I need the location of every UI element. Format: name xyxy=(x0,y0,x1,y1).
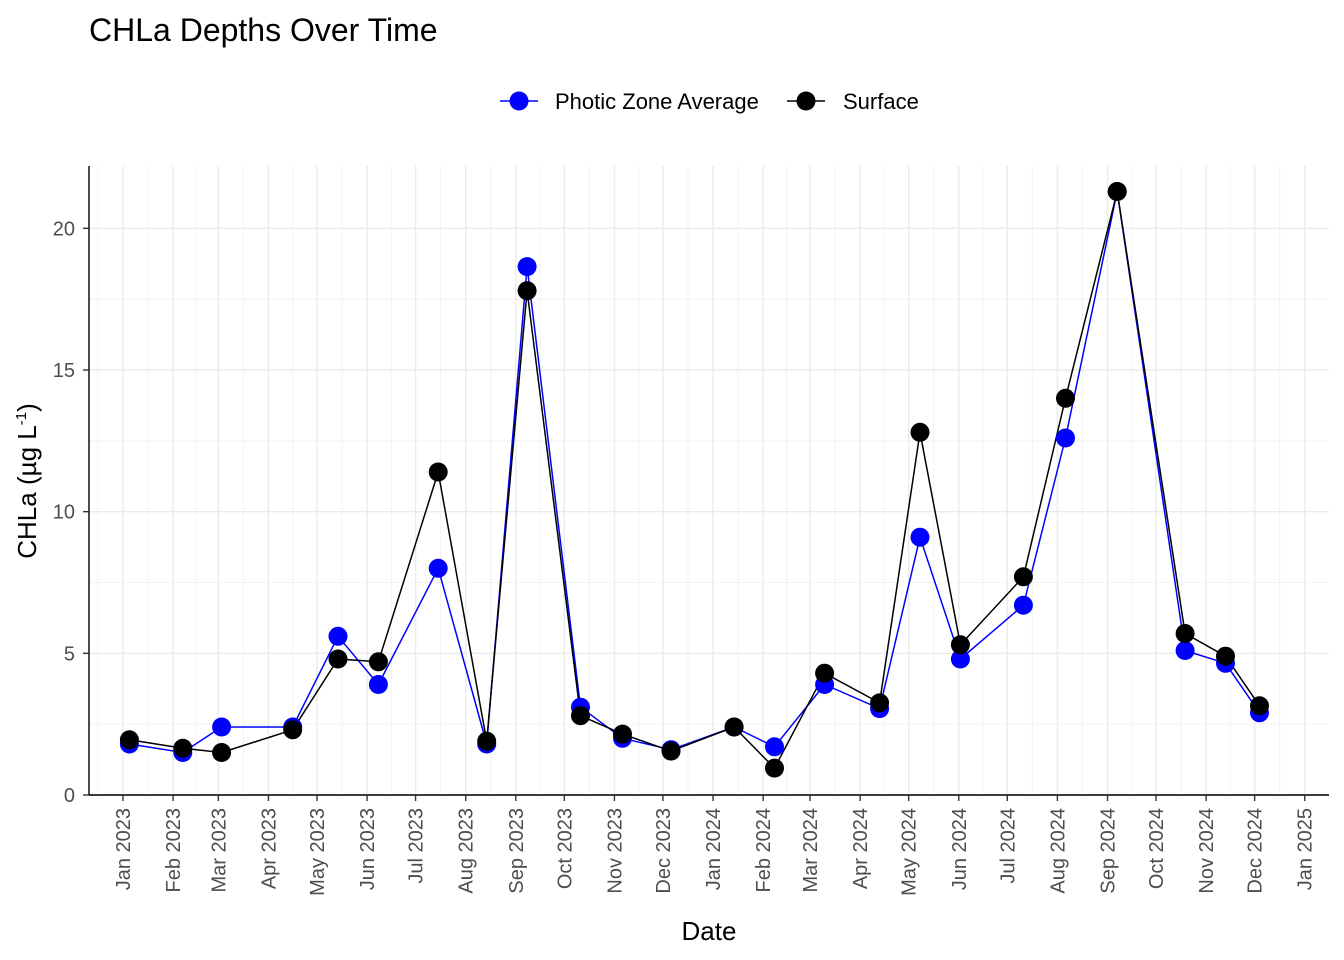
data-point-surface xyxy=(1056,388,1075,408)
legend-marker-photic xyxy=(509,91,529,111)
x-tick-label: Sep 2023 xyxy=(506,808,528,894)
x-tick-label: Mar 2024 xyxy=(800,808,822,893)
data-point-surface xyxy=(613,724,632,744)
x-tick-label: Dec 2024 xyxy=(1245,808,1267,894)
data-point-photic xyxy=(910,527,930,547)
data-point-surface xyxy=(815,663,835,683)
x-tick-label: Oct 2024 xyxy=(1146,808,1168,889)
x-tick-label: Aug 2023 xyxy=(456,808,478,894)
y-tick-label: 5 xyxy=(64,643,75,665)
x-tick-label: Nov 2023 xyxy=(604,808,626,894)
y-axis-ticks: 0 5 10 15 20 xyxy=(53,218,89,807)
data-point-photic xyxy=(368,675,388,694)
data-point-surface xyxy=(571,706,590,726)
data-point-surface xyxy=(910,422,930,442)
data-point-surface xyxy=(1013,567,1033,587)
minor-gridlines xyxy=(89,166,1329,795)
x-tick-label: Jan 2024 xyxy=(703,808,725,890)
series-line-surface xyxy=(129,190,1261,769)
data-point-surface xyxy=(328,649,348,669)
x-tick-label: May 2023 xyxy=(307,808,329,896)
x-axis-title: Date xyxy=(682,916,737,946)
x-tick-label: Jul 2023 xyxy=(406,808,428,884)
data-point-photic xyxy=(328,626,348,646)
y-tick-label: 15 xyxy=(53,360,75,382)
data-point-surface xyxy=(368,652,388,672)
data-point-surface xyxy=(1107,182,1127,201)
series-layer xyxy=(119,182,1269,778)
data-point-photic xyxy=(428,558,448,578)
x-tick-label: Feb 2024 xyxy=(753,808,775,893)
y-axis-title: CHLa (µg L-1) xyxy=(12,403,42,559)
data-point-photic xyxy=(1013,595,1033,615)
x-tick-label: Aug 2024 xyxy=(1047,808,1069,894)
x-tick-label: Oct 2023 xyxy=(554,808,576,889)
data-point-surface xyxy=(477,731,497,751)
y-axis-title-superscript: -1 xyxy=(13,412,30,425)
data-point-surface xyxy=(212,743,232,762)
data-point-surface xyxy=(1216,646,1235,666)
data-point-surface xyxy=(517,281,537,301)
x-tick-label: Jan 2025 xyxy=(1295,808,1317,890)
x-axis-ticks: Jan 2023 Feb 2023 Mar 2023 Apr 2023 May 2023… xyxy=(113,795,1317,896)
data-point-photic xyxy=(1175,641,1195,660)
data-point-photic xyxy=(212,717,232,737)
legend-label-photic: Photic Zone Average xyxy=(555,89,759,114)
x-tick-label: Nov 2024 xyxy=(1196,808,1218,894)
major-gridlines xyxy=(89,166,1329,796)
y-axis-title-main: CHLa (µg L xyxy=(12,425,42,558)
data-point-surface xyxy=(119,730,139,750)
y-tick-label: 20 xyxy=(53,218,75,240)
x-tick-label: Dec 2023 xyxy=(653,808,675,894)
data-point-surface xyxy=(765,758,784,778)
x-tick-label: Apr 2023 xyxy=(258,808,280,889)
y-tick-label: 0 xyxy=(64,785,75,807)
data-point-surface xyxy=(661,741,681,761)
y-axis-title-close: ) xyxy=(12,403,42,412)
chart-title: CHLa Depths Over Time xyxy=(89,12,438,48)
x-tick-label: Feb 2023 xyxy=(163,808,185,893)
y-tick-label: 10 xyxy=(53,502,75,524)
data-point-surface xyxy=(1250,696,1269,716)
data-point-surface xyxy=(428,462,448,482)
data-point-photic xyxy=(517,257,537,277)
x-tick-label: Jul 2024 xyxy=(997,808,1019,884)
x-tick-label: Jun 2024 xyxy=(949,808,971,890)
x-tick-label: Mar 2023 xyxy=(208,808,230,893)
data-point-surface xyxy=(950,635,970,655)
x-tick-label: Sep 2024 xyxy=(1098,808,1120,894)
data-point-surface xyxy=(283,720,303,740)
series-line-photic xyxy=(129,190,1261,754)
data-point-surface xyxy=(870,693,890,713)
data-point-photic xyxy=(950,649,970,669)
data-point-photic xyxy=(1056,428,1075,448)
x-tick-label: Jan 2023 xyxy=(113,808,135,890)
x-tick-label: Jun 2023 xyxy=(357,808,379,890)
legend-label-surface: Surface xyxy=(843,89,919,114)
x-tick-label: Apr 2024 xyxy=(850,808,872,889)
data-point-surface xyxy=(173,738,193,758)
data-point-photic xyxy=(765,737,784,757)
legend: Photic Zone Average Surface xyxy=(500,89,919,114)
x-tick-label: May 2024 xyxy=(899,808,921,896)
data-point-surface xyxy=(1175,624,1195,643)
data-point-surface xyxy=(724,717,744,737)
legend-marker-surface xyxy=(796,91,816,111)
